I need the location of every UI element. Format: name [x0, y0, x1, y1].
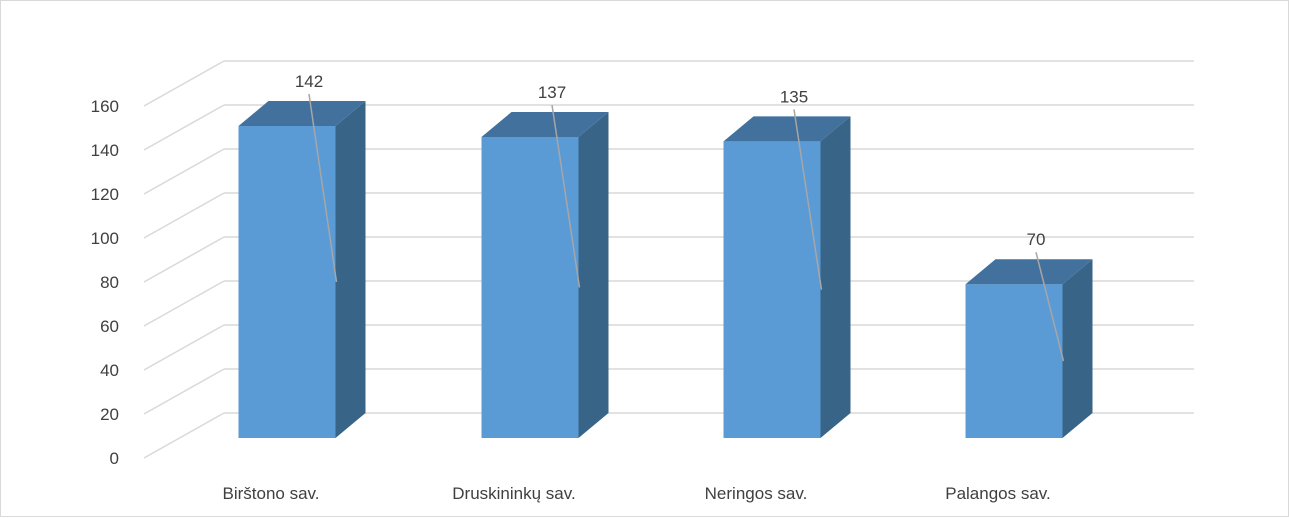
data-label: 137 [538, 83, 566, 102]
bar-front [481, 136, 579, 439]
bar-side [578, 111, 609, 439]
y-tick-label: 40 [100, 361, 119, 380]
y-tick-label: 0 [110, 449, 119, 468]
category-label: Druskininkų sav. [452, 484, 575, 503]
bar-top [723, 116, 851, 142]
data-label-leader [308, 93, 338, 283]
y-tick-label: 140 [91, 141, 119, 160]
y-tick-label: 160 [91, 97, 119, 116]
category-label: Birštono sav. [222, 484, 319, 503]
gridline-diagonal [143, 148, 225, 195]
category-label: Palangos sav. [945, 484, 1051, 503]
gridline-diagonal [143, 324, 225, 371]
x-axis-categories: Birštono sav. Druskininkų sav. Neringos sa… [222, 484, 1050, 503]
bar-front [723, 141, 821, 438]
gridline-diagonal [143, 412, 225, 459]
gridline-diagonal [143, 60, 225, 107]
data-label: 70 [1027, 230, 1046, 249]
bar-front [965, 284, 1063, 438]
y-tick-label: 120 [91, 185, 119, 204]
gridlines [143, 60, 1194, 459]
leader-lines [308, 93, 1065, 362]
gridline-diagonal [143, 192, 225, 239]
category-label: Neringos sav. [705, 484, 808, 503]
y-tick-label: 60 [100, 317, 119, 336]
y-axis-ticks: 0 20 40 60 80 100 120 140 160 [91, 97, 119, 468]
data-label: 142 [295, 72, 323, 91]
data-labels: 142 137 135 70 [295, 72, 1046, 249]
data-label: 135 [780, 87, 808, 106]
bar-front [238, 126, 336, 438]
bar-top [238, 101, 366, 126]
gridline-diagonal [143, 280, 225, 327]
bars [238, 101, 1093, 439]
bar-side [820, 116, 851, 438]
gridline-diagonal [143, 104, 225, 151]
y-tick-label: 80 [100, 273, 119, 292]
gridline-diagonal [143, 368, 225, 415]
bar-side [335, 101, 366, 438]
y-tick-label: 20 [100, 405, 119, 424]
bar-top [965, 259, 1093, 285]
data-label-leader [793, 109, 823, 290]
y-tick-label: 100 [91, 229, 119, 248]
data-label-leader [1035, 252, 1065, 362]
data-label-leader [551, 104, 581, 288]
gridline-diagonal [143, 236, 225, 283]
bar-top [481, 111, 609, 137]
bar-side [1062, 259, 1093, 438]
